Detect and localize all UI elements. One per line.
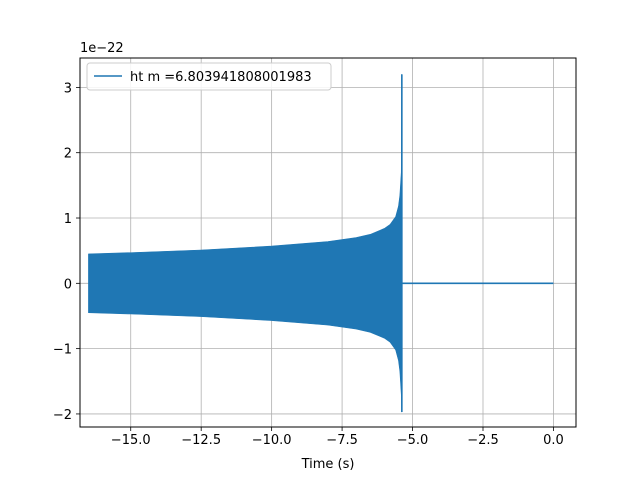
y-axis-scale-label: 1e−22 xyxy=(80,41,124,56)
x-tick-label: −5.0 xyxy=(397,433,429,448)
y-tick-label: −2 xyxy=(53,408,72,423)
x-tick-label: 0.0 xyxy=(543,433,564,448)
legend-label: ht m =6.803941808001983 xyxy=(130,70,312,85)
x-axis-label: Time (s) xyxy=(301,457,355,472)
x-tick-label: −12.5 xyxy=(181,433,221,448)
x-tick-label: −7.5 xyxy=(326,433,358,448)
axes-frame xyxy=(79,57,577,428)
y-tick-label: 2 xyxy=(64,147,72,162)
y-tick-label: −1 xyxy=(53,343,72,358)
y-axis-ticks: −2 −1 0 1 2 3 xyxy=(53,81,80,423)
y-tick-label: 3 xyxy=(64,81,72,96)
x-axis-ticks: −15.0 −12.5 −10.0 −7.5 −5.0 −2.5 0.0 xyxy=(111,427,564,448)
series-inspiral-envelope xyxy=(88,74,403,413)
y-tick-label: 1 xyxy=(64,212,72,227)
x-tick-label: −2.5 xyxy=(467,433,499,448)
x-tick-label: −10.0 xyxy=(252,433,292,448)
legend-box xyxy=(86,62,332,91)
legend: ht m =6.803941808001983 xyxy=(86,62,332,91)
plot-area xyxy=(88,74,554,413)
y-tick-label: 0 xyxy=(64,277,72,292)
x-tick-label: −15.0 xyxy=(111,433,151,448)
